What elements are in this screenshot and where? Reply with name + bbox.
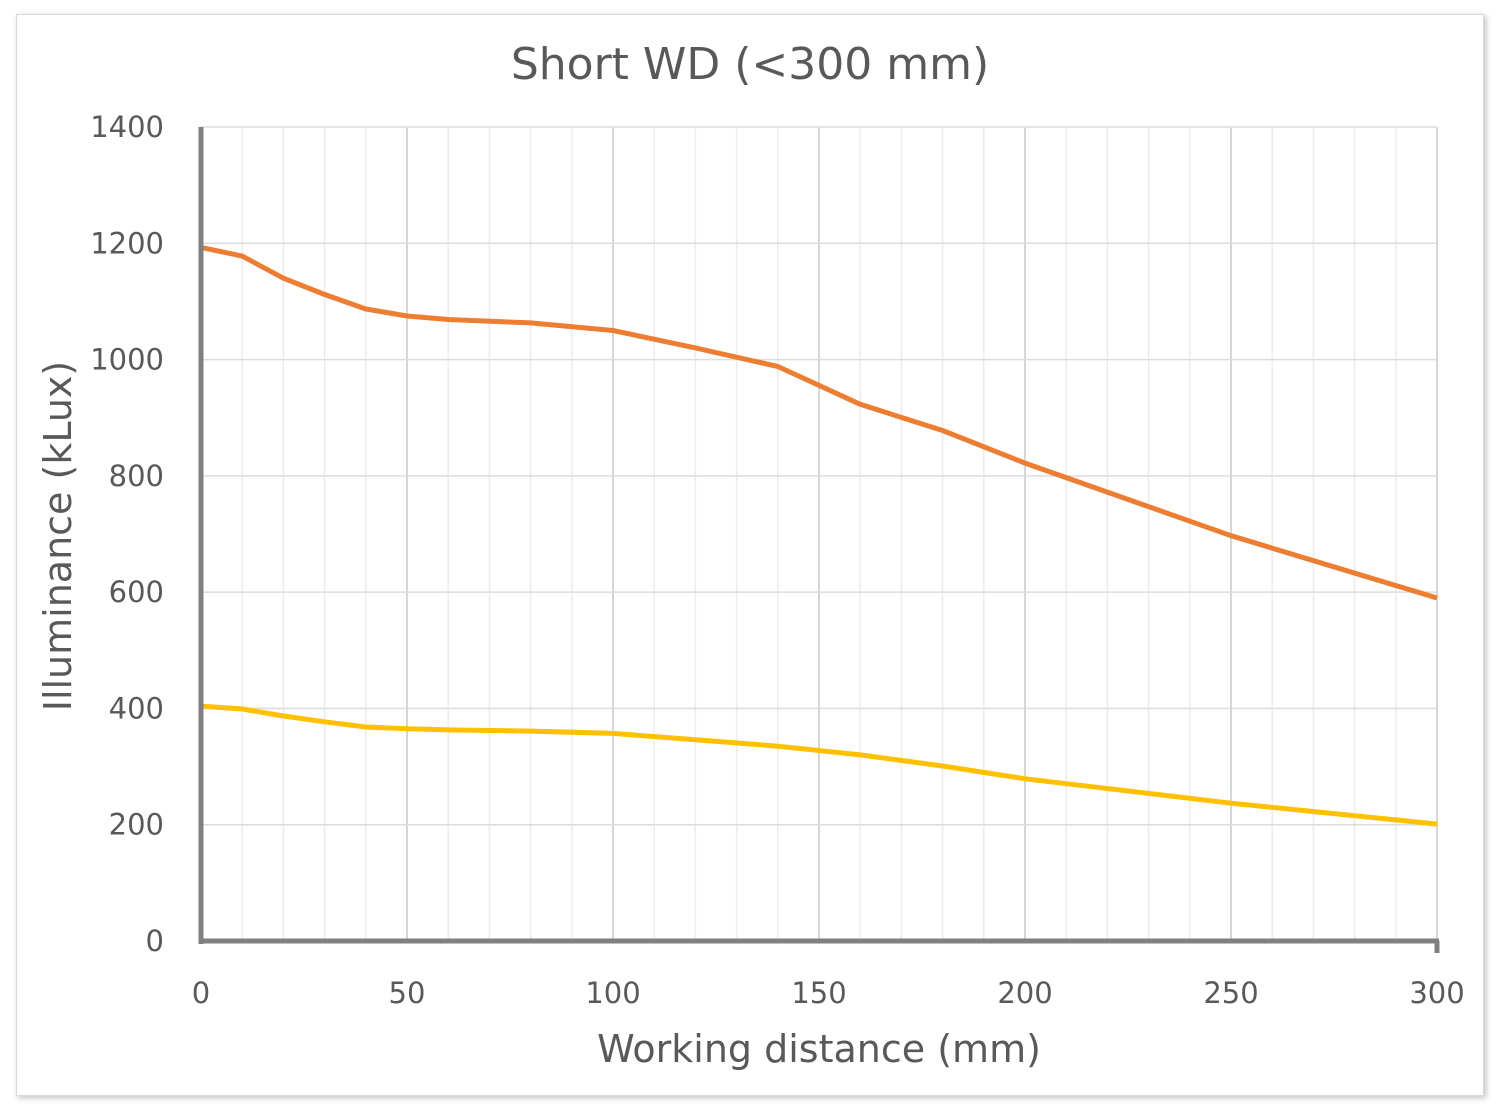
x-tick-label: 250: [1203, 976, 1258, 1010]
chart-title: Short WD (<300 mm): [511, 39, 989, 90]
y-tick-label: 800: [109, 459, 164, 493]
y-tick-label: 0: [146, 924, 164, 958]
series-lines: [200, 244, 1438, 827]
y-tick-label: 600: [109, 575, 164, 609]
major-gridlines: [201, 126, 1438, 941]
x-axis-label: Working distance (mm): [597, 1027, 1041, 1071]
x-tick-label: 200: [997, 976, 1052, 1010]
y-axis-ticks: 0 200 400 600 800 1000 1200 1400: [90, 110, 164, 958]
x-tick-label: 300: [1409, 976, 1464, 1010]
axes: [198, 127, 1440, 953]
x-axis-ticks: 0 50 100 150 200 250 300: [192, 976, 1465, 1010]
y-tick-label: 400: [109, 691, 164, 725]
x-tick-label: 100: [585, 976, 640, 1010]
x-tick-label: 0: [192, 976, 210, 1010]
y-tick-label: 1000: [90, 343, 164, 377]
y-axis-label: Illuminance (kLux): [36, 361, 80, 712]
y-tick-label: 1400: [90, 110, 164, 144]
chart-frame: [16, 14, 1484, 1096]
series-line-1: [200, 244, 1438, 601]
y-tick-label: 200: [109, 808, 164, 842]
x-tick-label: 150: [791, 976, 846, 1010]
series-line-2: [200, 703, 1438, 827]
y-tick-label: 1200: [90, 226, 164, 260]
minor-gridlines: [241, 127, 1397, 941]
x-tick-label: 50: [389, 976, 426, 1010]
